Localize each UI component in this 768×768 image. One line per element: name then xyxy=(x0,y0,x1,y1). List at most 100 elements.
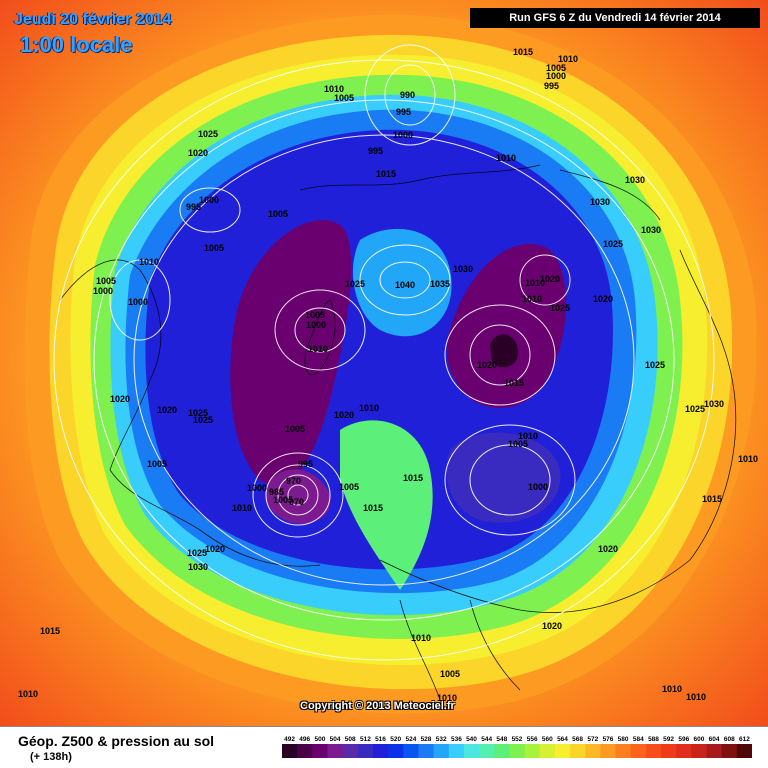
legend-swatch xyxy=(539,744,556,758)
legend-swatch xyxy=(721,744,738,758)
legend-tick-label: 492 xyxy=(284,736,295,743)
isobar-label: 1005 xyxy=(334,93,354,103)
isobar-label: 995 xyxy=(368,146,383,156)
isobars xyxy=(53,44,715,661)
legend-swatch xyxy=(388,744,404,758)
legend-swatch xyxy=(661,744,677,758)
legend-tick-label: 536 xyxy=(451,736,462,743)
forecast-date: Jeudi 20 février 2014 xyxy=(14,11,172,28)
isobar-label: 1010 xyxy=(662,684,682,694)
isobar-label: 1000 xyxy=(247,483,267,493)
isobar-label: 1020 xyxy=(540,274,560,284)
isobar-label: 1015 xyxy=(376,169,396,179)
band-navy-low xyxy=(446,432,561,523)
legend-tick-label: 576 xyxy=(603,736,614,743)
isobar-label: 1030 xyxy=(590,197,610,207)
isobar-label: 1010 xyxy=(139,257,159,267)
isobar-label: 995 xyxy=(544,81,559,91)
isobar-label: 1025 xyxy=(550,303,570,313)
isobar-label: 1000 xyxy=(393,130,413,140)
legend-tick-label: 516 xyxy=(375,736,386,743)
isobar-label: 1000 xyxy=(528,482,548,492)
isobar-label: 1000 xyxy=(93,286,113,296)
legend-tick-label: 528 xyxy=(421,736,432,743)
geopotential-map: 1015 1010 1005 1000 995 1010 1005 990 99… xyxy=(0,0,768,726)
isobar-label: 1025 xyxy=(345,279,365,289)
legend-tick-label: 600 xyxy=(693,736,704,743)
legend-tick-label: 500 xyxy=(314,736,325,743)
isobar-label: 1000 xyxy=(306,320,326,330)
isobar-label: 1010 xyxy=(411,633,431,643)
legend-swatch xyxy=(282,744,298,758)
isobar-label: 1020 xyxy=(110,394,130,404)
isobar-label: 990 xyxy=(400,90,415,100)
isobar-label: 1005 xyxy=(273,495,293,505)
legend-swatch xyxy=(524,744,541,758)
isobar-label: 1005 xyxy=(268,209,288,219)
legend-tick-label: 524 xyxy=(405,736,416,743)
legend-tick-label: 596 xyxy=(678,736,689,743)
isobar-label: 1020 xyxy=(593,294,613,304)
isobar-label: 1010 xyxy=(359,403,379,413)
legend-swatch xyxy=(297,744,313,758)
legend-tick-label: 520 xyxy=(390,736,401,743)
isobar-label: 1010 xyxy=(558,54,578,64)
isobar-label: 1000 xyxy=(546,71,566,81)
geopotential-bands xyxy=(24,14,757,714)
isobar-label: 1010 xyxy=(686,692,706,702)
legend-swatch xyxy=(585,744,601,758)
legend-tick-label: 572 xyxy=(587,736,598,743)
isobar-label: 1005 xyxy=(204,243,224,253)
isobar-label: 1005 xyxy=(305,310,325,320)
isobar-label: 1030 xyxy=(641,225,661,235)
parameter-label: Géop. Z500 & pression au sol xyxy=(18,733,215,749)
isobar-label: 985 xyxy=(269,487,284,497)
isobar-label: 1030 xyxy=(625,175,645,185)
isobar-label: 1005 xyxy=(147,459,167,469)
isobar-label: 970 xyxy=(289,497,304,507)
isobar-label: 1010 xyxy=(232,503,252,513)
isobar-label: 1010 xyxy=(308,344,328,354)
legend-swatch xyxy=(312,744,328,758)
isobar-labels: 1015 1010 1005 1000 995 1010 1005 990 99… xyxy=(18,47,758,703)
isobar-label: 1005 xyxy=(546,63,566,73)
isobar-label: 1025 xyxy=(685,404,705,414)
band-green-plume xyxy=(340,420,433,590)
isobar-label: 1005 xyxy=(285,424,305,434)
isobar-label: 1030 xyxy=(453,264,473,274)
legend-tick-label: 604 xyxy=(709,736,720,743)
model-run-label: Run GFS 6 Z du Vendredi 14 février 2014 xyxy=(470,8,760,28)
isobar-label: 1005 xyxy=(440,669,460,679)
isobar-label: 1020 xyxy=(477,360,497,370)
legend-tick-label: 580 xyxy=(618,736,629,743)
isobar-label: 1020 xyxy=(334,410,354,420)
isobar-label: 1020 xyxy=(598,544,618,554)
legend-tick-label: 568 xyxy=(572,736,583,743)
legend-swatch xyxy=(676,744,692,758)
isobar-label: 1025 xyxy=(187,548,207,558)
isobar-label: 1000 xyxy=(128,297,148,307)
lead-time-label: (+ 138h) xyxy=(30,751,72,763)
isobar-label: 1025 xyxy=(603,239,623,249)
isobar-label: 1020 xyxy=(157,405,177,415)
legend-tick-label: 556 xyxy=(527,736,538,743)
legend-swatch xyxy=(630,744,647,758)
legend-tick-label: 504 xyxy=(330,736,341,743)
isobar-label: 1010 xyxy=(522,294,542,304)
legend-swatch xyxy=(736,744,752,758)
isobar-label: 1020 xyxy=(188,148,208,158)
legend-swatch xyxy=(600,744,617,758)
legend-swatch xyxy=(570,744,586,758)
legend-tick-label: 512 xyxy=(360,736,371,743)
coastlines xyxy=(59,164,737,701)
legend-tick-label: 612 xyxy=(739,736,750,743)
isobar-label: 1015 xyxy=(363,503,383,513)
isobar-label: 1025 xyxy=(198,129,218,139)
isobar-label: 1010 xyxy=(738,454,758,464)
isobar-label: 1025 xyxy=(645,360,665,370)
isobar-label: 970 xyxy=(286,476,301,486)
legend-swatch xyxy=(645,744,662,758)
legend-tick-label: 608 xyxy=(724,736,735,743)
legend-swatch xyxy=(554,744,571,758)
